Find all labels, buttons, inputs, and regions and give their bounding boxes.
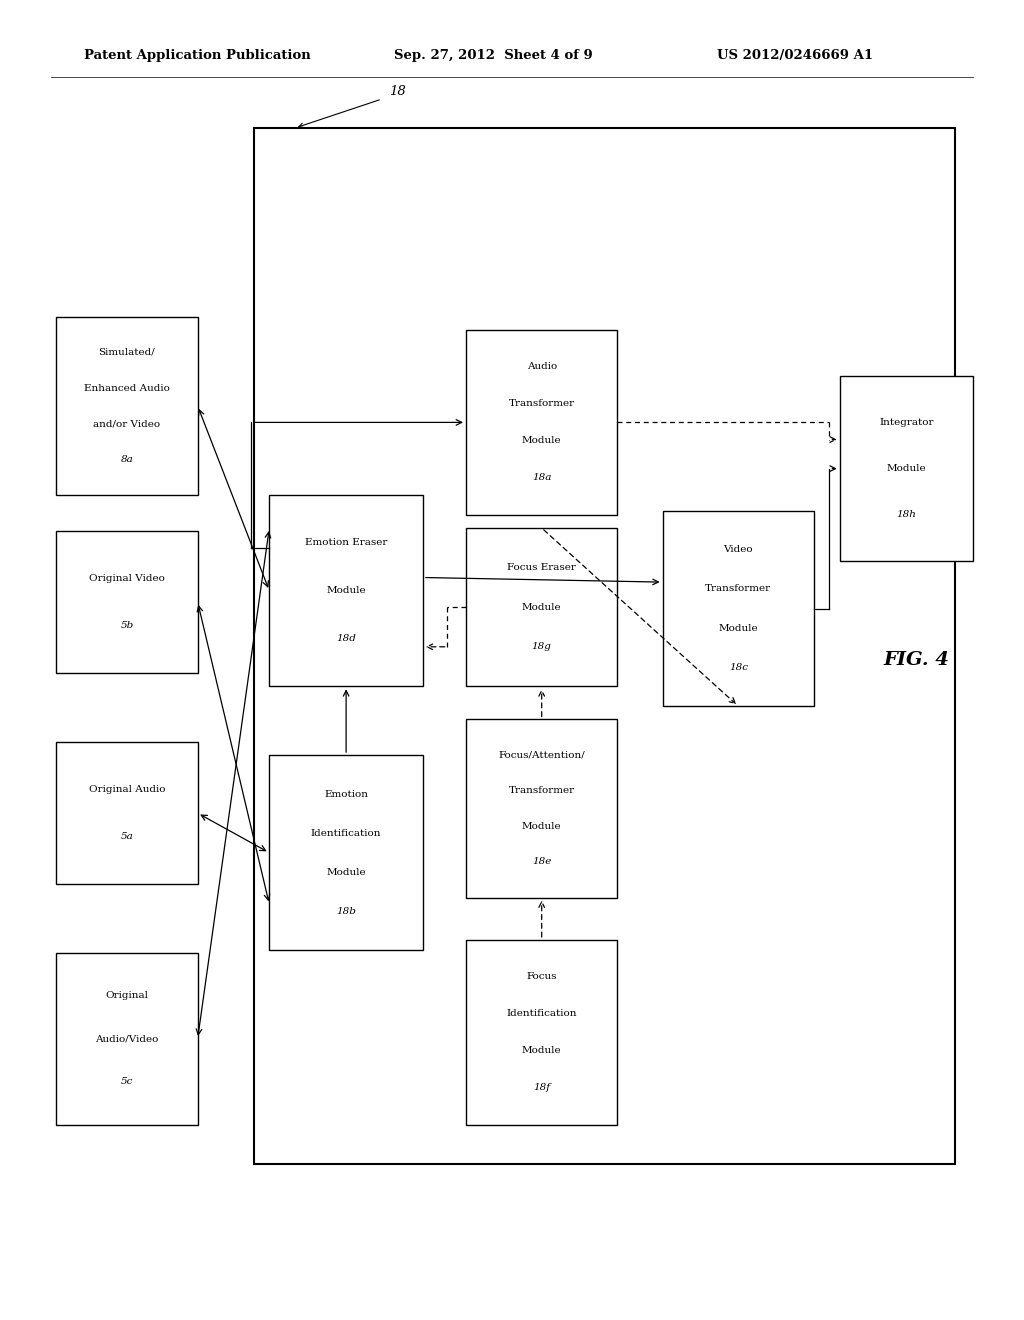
Text: 18e: 18e xyxy=(532,858,551,866)
Text: 18g: 18g xyxy=(531,643,552,651)
Text: Focus: Focus xyxy=(526,973,557,981)
Text: Integrator: Integrator xyxy=(879,418,934,426)
Bar xyxy=(663,511,814,706)
Text: US 2012/0246669 A1: US 2012/0246669 A1 xyxy=(717,49,872,62)
Text: 18b: 18b xyxy=(336,907,356,916)
Text: Emotion Eraser: Emotion Eraser xyxy=(305,539,387,548)
Bar xyxy=(56,531,198,673)
Text: 5b: 5b xyxy=(121,622,133,630)
Bar xyxy=(840,376,973,561)
Bar xyxy=(466,719,617,898)
Text: Module: Module xyxy=(327,867,366,876)
Text: Module: Module xyxy=(522,822,561,830)
Text: 18d: 18d xyxy=(336,634,356,643)
Text: Module: Module xyxy=(719,623,758,632)
Text: FIG. 4: FIG. 4 xyxy=(884,651,949,669)
Text: Module: Module xyxy=(522,437,561,445)
Bar xyxy=(56,742,198,884)
Text: Module: Module xyxy=(887,465,926,473)
Text: Sep. 27, 2012  Sheet 4 of 9: Sep. 27, 2012 Sheet 4 of 9 xyxy=(394,49,593,62)
Text: Transformer: Transformer xyxy=(509,400,574,408)
Text: 18f: 18f xyxy=(534,1084,550,1092)
Text: Simulated/: Simulated/ xyxy=(98,348,156,356)
Bar xyxy=(269,495,423,686)
Bar xyxy=(466,940,617,1125)
Text: 18h: 18h xyxy=(896,511,916,519)
Text: Focus Eraser: Focus Eraser xyxy=(507,564,577,572)
Text: Identification: Identification xyxy=(311,829,381,838)
Text: Module: Module xyxy=(327,586,366,595)
Text: Original Audio: Original Audio xyxy=(89,785,165,793)
Bar xyxy=(269,755,423,950)
Text: Transformer: Transformer xyxy=(509,787,574,795)
Text: Transformer: Transformer xyxy=(706,585,771,594)
Text: Original: Original xyxy=(105,991,148,1001)
Text: Module: Module xyxy=(522,603,561,611)
Bar xyxy=(56,953,198,1125)
Text: Original Video: Original Video xyxy=(89,574,165,582)
Bar xyxy=(466,330,617,515)
Text: Video: Video xyxy=(724,545,753,554)
Bar xyxy=(466,528,617,686)
Text: Emotion: Emotion xyxy=(325,789,368,799)
Text: and/or Video: and/or Video xyxy=(93,420,161,428)
Text: 8a: 8a xyxy=(121,455,133,463)
Bar xyxy=(56,317,198,495)
Text: Module: Module xyxy=(522,1047,561,1055)
Text: 18c: 18c xyxy=(729,663,748,672)
Text: 18a: 18a xyxy=(532,474,551,482)
Text: 18: 18 xyxy=(389,84,406,98)
Text: 5c: 5c xyxy=(121,1077,133,1086)
Bar xyxy=(254,128,955,1164)
Text: Audio: Audio xyxy=(526,363,557,371)
Text: Patent Application Publication: Patent Application Publication xyxy=(84,49,310,62)
Text: Enhanced Audio: Enhanced Audio xyxy=(84,384,170,392)
Text: 5a: 5a xyxy=(121,833,133,841)
Text: Focus/Attention/: Focus/Attention/ xyxy=(499,751,585,759)
Text: Identification: Identification xyxy=(507,1010,577,1018)
Text: Audio/Video: Audio/Video xyxy=(95,1035,159,1043)
